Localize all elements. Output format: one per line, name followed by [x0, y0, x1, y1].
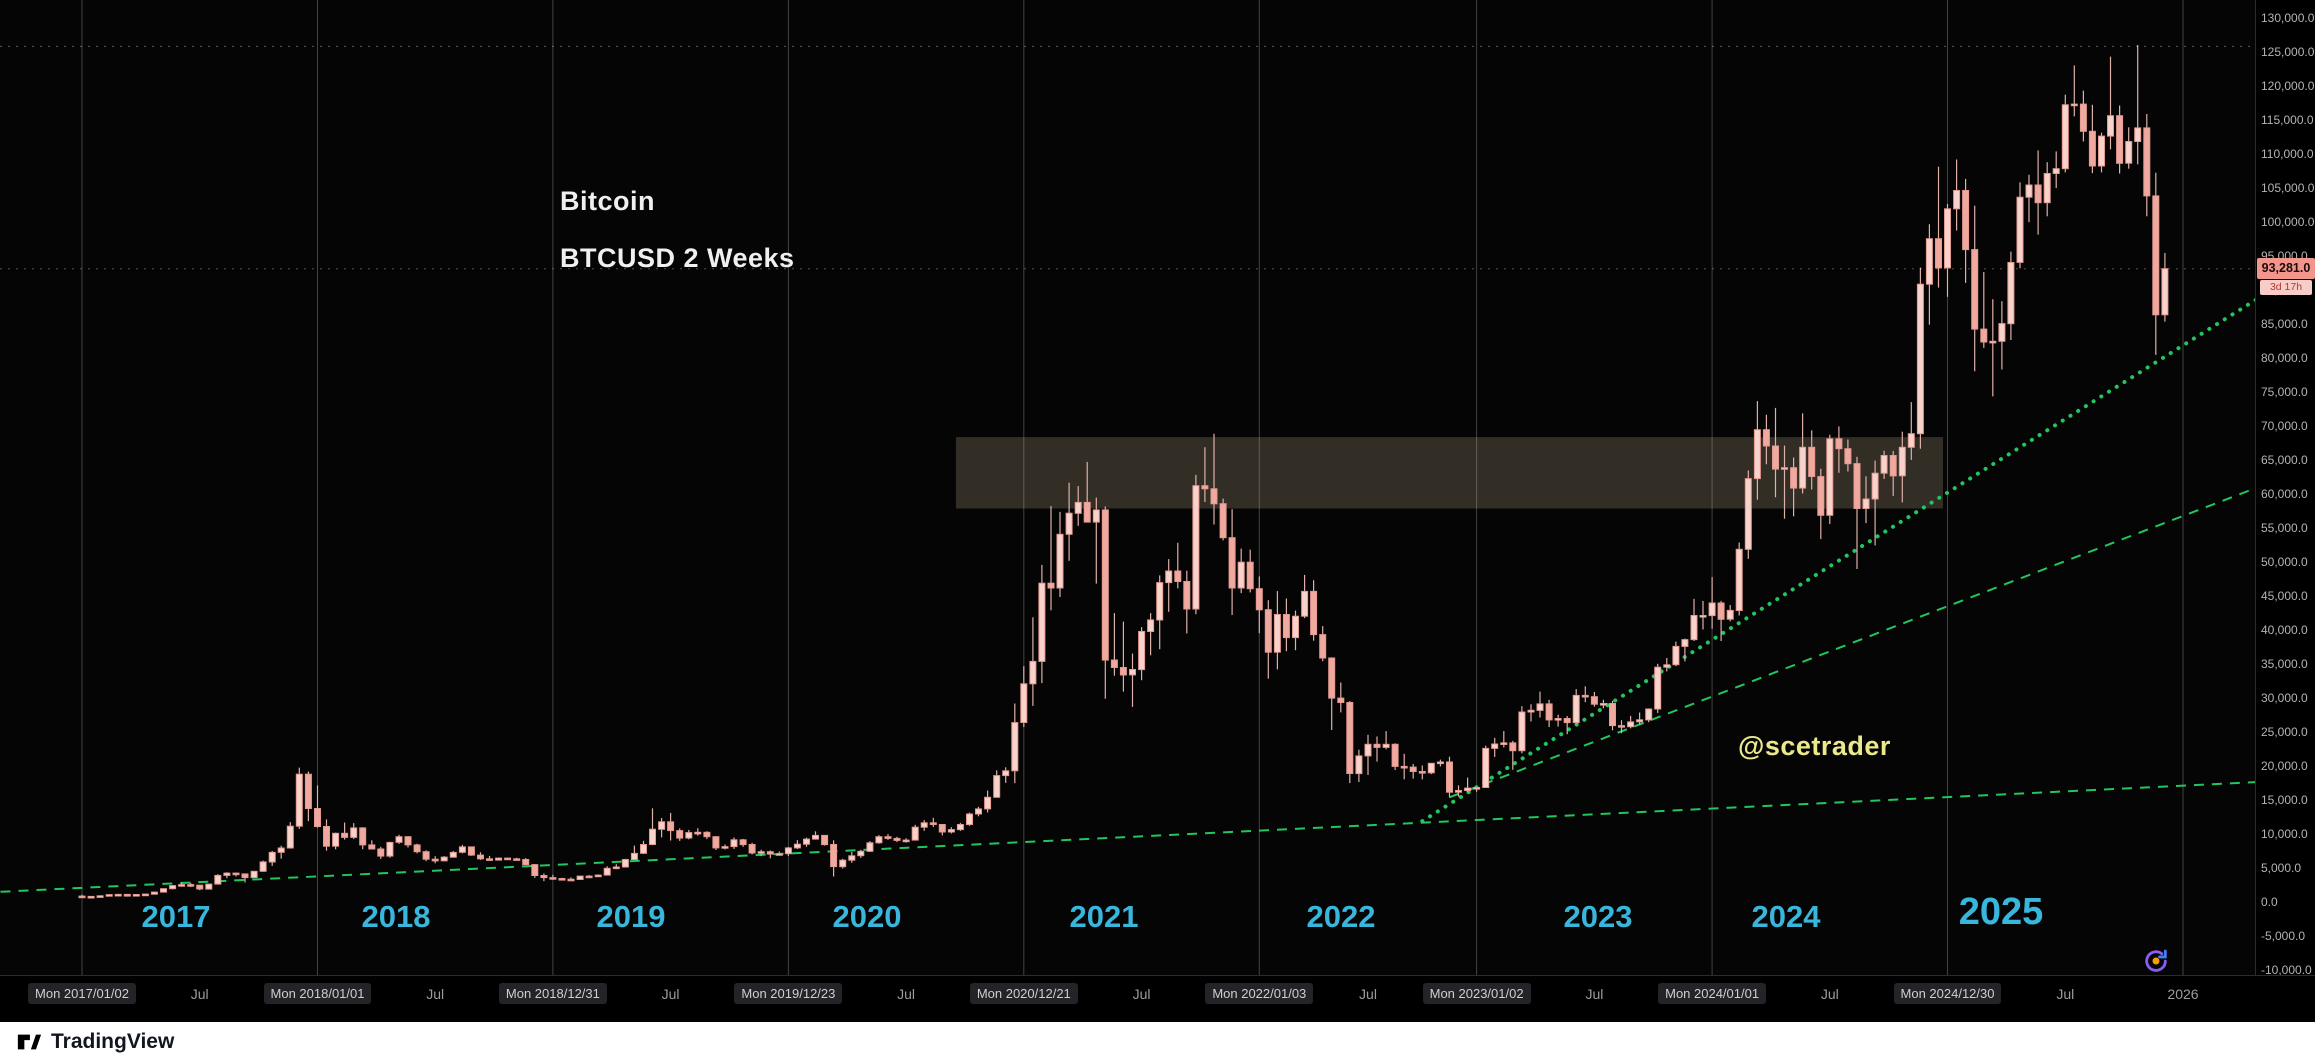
price-tick-label: 5,000.0: [2261, 860, 2302, 875]
price-tick-label: 60,000.0: [2261, 486, 2308, 501]
time-axis-date-label: Mon 2024/12/30: [1893, 983, 2002, 1004]
time-axis-month-label: Jul: [897, 986, 916, 1002]
year-watermark-label: 2017: [141, 899, 211, 934]
time-axis-month-label: Jul: [2056, 986, 2075, 1002]
price-tick-label: 80,000.0: [2261, 351, 2308, 365]
time-axis-date-label: Mon 2022/01/03: [1205, 983, 1314, 1004]
price-tick-label: 85,000.0: [2261, 317, 2308, 331]
tradingview-brand[interactable]: TradingView: [51, 1030, 175, 1053]
price-tick-label: 35,000.0: [2261, 656, 2308, 671]
time-axis-month-label: Jul: [1820, 986, 1839, 1002]
time-axis-date-label: Mon 2023/01/02: [1422, 983, 1531, 1004]
price-tick-label: 130,000.0: [2261, 11, 2315, 26]
time-axis-month-label: Jul: [190, 986, 209, 1002]
year-watermark-label: 2024: [1751, 899, 1821, 934]
time-axis-date-label: Mon 2018/12/31: [498, 983, 607, 1004]
price-tick-label: 55,000.0: [2261, 520, 2308, 535]
price-tick-label: 30,000.0: [2261, 690, 2308, 705]
price-tick-label: 0.0: [2261, 894, 2278, 909]
time-axis-month-label: Jul: [661, 986, 680, 1002]
chart-title: Bitcoin: [560, 186, 655, 216]
chart-plot-area[interactable]: Bitcoin BTCUSD 2 Weeks @scetrader 2017 20…: [0, 0, 2255, 975]
bar-countdown-badge: 3d 17h: [2260, 279, 2312, 295]
chart-subtitle: BTCUSD 2 Weeks: [560, 243, 795, 273]
candles-series[interactable]: [78, 45, 2169, 899]
year-watermark-label: 2018: [361, 899, 431, 934]
time-axis-date-label: Mon 2019/12/23: [734, 983, 843, 1004]
circular-arrows-icon[interactable]: [2142, 947, 2170, 975]
time-axis[interactable]: Mon 2017/01/02 Mon 2018/01/01 Mon 2018/12/…: [0, 949, 2315, 1022]
price-tick-label: 65,000.0: [2261, 452, 2308, 467]
time-axis-month-label: Jul: [1585, 986, 1604, 1002]
year-watermark-label: 2025: [1958, 891, 2044, 933]
price-tick-label: 100,000.0: [2261, 215, 2315, 230]
price-tick-label: 15,000.0: [2261, 792, 2308, 807]
price-tick-label: 125,000.0: [2261, 45, 2315, 60]
year-watermark-label: 2021: [1069, 899, 1139, 934]
time-axis-month-label: Jul: [426, 986, 445, 1002]
time-axis-month-label: Jul: [1359, 986, 1377, 1002]
tradingview-logo-icon[interactable]: [16, 1029, 42, 1055]
price-tick-label: 50,000.0: [2261, 554, 2308, 569]
price-chart-canvas[interactable]: [0, 0, 2255, 975]
price-tick-label: 75,000.0: [2261, 385, 2308, 399]
trader-watermark: @scetrader: [1738, 731, 1891, 761]
year-gridlines: [81, 0, 2184, 975]
price-tick-label: 20,000.0: [2261, 758, 2308, 773]
price-tick-label: 110,000.0: [2261, 147, 2314, 162]
price-tick-label: 10,000.0: [2261, 826, 2308, 841]
footer-bar: TradingView: [0, 1022, 2315, 1062]
price-tick-label: 40,000.0: [2261, 622, 2308, 637]
time-axis-date-label: Mon 2018/01/01: [263, 983, 372, 1004]
year-watermark-label: 2023: [1563, 899, 1633, 934]
price-tick-label: 105,000.0: [2261, 181, 2315, 196]
time-axis-date-label: Mon 2017/01/02: [28, 983, 136, 1004]
time-axis-month-label: Jul: [1132, 986, 1151, 1002]
price-tick-label: 70,000.0: [2261, 418, 2308, 433]
price-tick-label: 25,000.0: [2261, 724, 2308, 739]
year-watermark-label: 2020: [832, 899, 902, 934]
year-watermark-label: 2022: [1306, 899, 1376, 934]
time-axis-label-2026: 2026: [2167, 986, 2199, 1002]
price-axis[interactable]: 130,000.0 125,000.0 120,000.0 115,000.0 110,…: [2255, 0, 2315, 977]
time-axis-date-label: Mon 2024/01/01: [1658, 983, 1767, 1004]
price-tick-label: -10,000.0: [2261, 962, 2312, 977]
price-tick-label: 45,000.0: [2261, 588, 2308, 603]
last-price-badge: 93,281.0: [2257, 257, 2315, 279]
price-tick-label: 120,000.0: [2261, 79, 2315, 94]
time-axis-date-label: Mon 2020/12/21: [969, 983, 1078, 1004]
price-tick-label: 115,000.0: [2261, 113, 2314, 128]
trend-lines[interactable]: [0, 294, 2256, 893]
year-watermark-label: 2019: [596, 899, 666, 934]
price-tick-label: -5,000.0: [2261, 928, 2306, 943]
last-price-value: 93,281.0: [2261, 261, 2311, 276]
